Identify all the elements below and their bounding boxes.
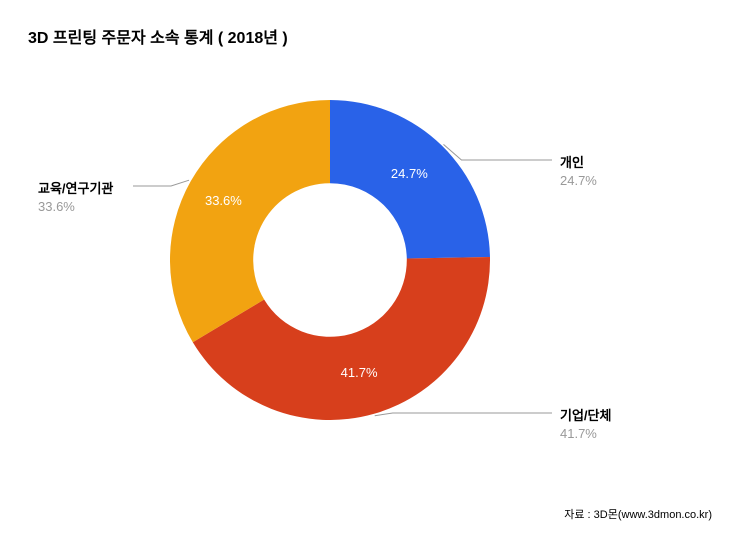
legend-value-1: 41.7%	[560, 426, 611, 441]
legend-item-0: 개인 24.7%	[560, 152, 597, 188]
legend-value-0: 24.7%	[560, 173, 597, 188]
legend-value-2: 33.6%	[38, 199, 113, 214]
chart-area: 24.7% 41.7% 33.6% 개인 24.7% 기업/단체 41.7% 교…	[0, 60, 740, 490]
slice-percent-1: 41.7%	[341, 365, 378, 380]
chart-title: 3D 프린팅 주문자 소속 통계 ( 2018년 )	[28, 24, 288, 48]
slice-percent-2: 33.6%	[205, 193, 242, 208]
legend-name-0: 개인	[560, 152, 597, 171]
legend-item-2: 교육/연구기관 33.6%	[38, 178, 113, 214]
slice-percent-0: 24.7%	[391, 166, 428, 181]
legend-name-1: 기업/단체	[560, 405, 611, 424]
legend-item-1: 기업/단체 41.7%	[560, 405, 611, 441]
legend-name-2: 교육/연구기관	[38, 178, 113, 197]
source-text: 자료 : 3D몬(www.3dmon.co.kr)	[564, 506, 712, 522]
donut-chart	[170, 100, 490, 420]
donut-slice-2	[170, 100, 330, 342]
